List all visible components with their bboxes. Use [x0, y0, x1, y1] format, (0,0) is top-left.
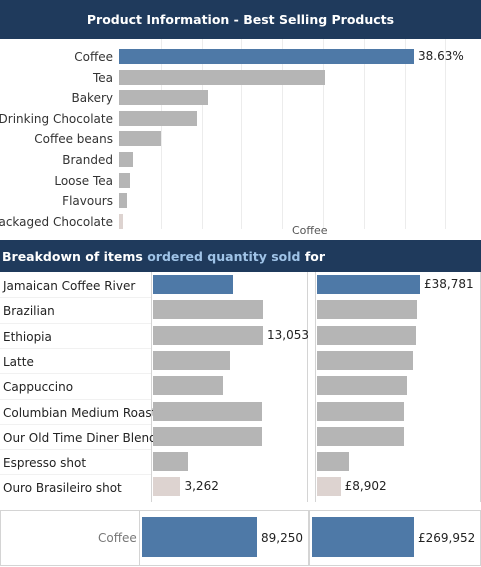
- breakdown-title: Breakdown of items ordered quantity sold…: [0, 240, 481, 272]
- item-label[interactable]: Cappuccino: [3, 380, 74, 395]
- item-qty-bar[interactable]: [153, 300, 263, 320]
- dashboard-title-text: Product Information - Best Selling Produ…: [86, 12, 395, 27]
- item-revenue-bar[interactable]: [317, 401, 405, 421]
- item-qty-bar[interactable]: [153, 350, 231, 370]
- item-label[interactable]: Espresso shot: [3, 456, 87, 471]
- breakdown-title-prefix: Breakdown of items: [2, 248, 148, 264]
- grid-line: [202, 39, 203, 229]
- item-revenue-bar[interactable]: [317, 325, 417, 345]
- row-divider: [0, 423, 151, 425]
- item-label[interactable]: Latte: [3, 354, 34, 369]
- item-qty-bar[interactable]: [153, 477, 181, 497]
- row-divider: [0, 398, 151, 400]
- item-qty-bar[interactable]: [153, 275, 234, 294]
- category-bar[interactable]: [119, 172, 130, 188]
- grid-line: [445, 39, 446, 229]
- totals-revenue-value: £269,952: [418, 531, 476, 545]
- category-bar[interactable]: [119, 49, 414, 64]
- category-axis-caption: Coffee: [292, 224, 328, 237]
- grid-line: [323, 39, 324, 229]
- item-qty-value: 13,053: [267, 327, 309, 342]
- category-bar[interactable]: [119, 152, 133, 167]
- item-label[interactable]: Ouro Brasileiro shot: [3, 481, 122, 496]
- item-revenue-bar[interactable]: [317, 426, 405, 446]
- grid-line: [364, 39, 365, 229]
- row-divider: [0, 347, 151, 349]
- totals-qty-bar[interactable]: [142, 517, 257, 557]
- item-revenue-bar[interactable]: [317, 275, 420, 294]
- category-label: Packaged Chocolate: [0, 214, 113, 229]
- grid-line: [161, 39, 162, 229]
- item-revenue-bar[interactable]: [317, 477, 341, 497]
- category-label: Branded: [62, 153, 113, 167]
- grid-line: [282, 39, 283, 229]
- totals-revenue-frame: [309, 510, 481, 566]
- row-divider: [0, 297, 151, 299]
- category-label: Flavours: [62, 194, 113, 209]
- item-qty-bar[interactable]: [153, 452, 188, 472]
- dashboard-title: Product Information - Best Selling Produ…: [0, 0, 481, 39]
- category-label: Coffee: [74, 50, 113, 64]
- category-bar[interactable]: [119, 110, 197, 126]
- totals-panel: Coffee 89,250 £269,952: [0, 510, 481, 566]
- category-label: Drinking Chocolate: [0, 111, 113, 126]
- item-revenue-bar[interactable]: [317, 452, 350, 472]
- category-bar[interactable]: [119, 193, 127, 209]
- item-label[interactable]: Brazilian: [3, 304, 55, 319]
- item-label[interactable]: Our Old Time Diner Blend: [3, 430, 157, 445]
- item-revenue-value: £38,781: [424, 277, 474, 291]
- breakdown-title-suffix: for: [300, 248, 326, 264]
- category-share-chart: Coffee 38.63% Tea Bakery Drinking Chocolate C…: [0, 39, 481, 238]
- breakdown-title-metric[interactable]: ordered quantity sold: [147, 248, 301, 264]
- item-qty-bar[interactable]: [153, 426, 262, 446]
- item-breakdown-table: Jamaican Coffee River £38,781 Brazilian Eth…: [0, 272, 481, 502]
- category-label: Tea: [92, 70, 113, 85]
- row-divider: [0, 322, 151, 324]
- item-revenue-bar[interactable]: [317, 300, 417, 320]
- item-qty-bar[interactable]: [153, 376, 224, 396]
- row-divider: [0, 474, 151, 476]
- item-revenue-value: £8,902: [344, 479, 387, 494]
- item-label[interactable]: Ethiopia: [3, 329, 52, 344]
- category-bar[interactable]: [119, 69, 326, 85]
- item-label[interactable]: Columbian Medium Roast: [3, 405, 157, 420]
- category-value-label: 38.63%: [418, 49, 464, 63]
- category-label: Loose Tea: [54, 173, 113, 188]
- item-qty-bar[interactable]: [153, 325, 263, 345]
- totals-category-label: Coffee: [98, 531, 137, 545]
- item-label[interactable]: Jamaican Coffee River: [3, 279, 136, 293]
- row-divider: [0, 373, 151, 375]
- category-label: Bakery: [71, 91, 113, 106]
- grid-line: [241, 39, 242, 229]
- category-bar[interactable]: [119, 131, 161, 147]
- item-revenue-bar[interactable]: [317, 376, 408, 396]
- totals-qty-frame: [139, 510, 309, 566]
- totals-revenue-bar[interactable]: [312, 517, 414, 557]
- row-divider: [0, 449, 151, 451]
- item-revenue-bar[interactable]: [317, 350, 413, 370]
- qty-column-frame: [151, 272, 308, 502]
- category-label: Coffee beans: [34, 132, 113, 147]
- grid-line: [405, 39, 406, 229]
- item-qty-bar[interactable]: [153, 401, 262, 421]
- category-bar[interactable]: [119, 213, 123, 229]
- item-qty-value: 3,262: [184, 479, 219, 494]
- category-bar[interactable]: [119, 90, 208, 106]
- totals-qty-value: 89,250: [261, 531, 303, 545]
